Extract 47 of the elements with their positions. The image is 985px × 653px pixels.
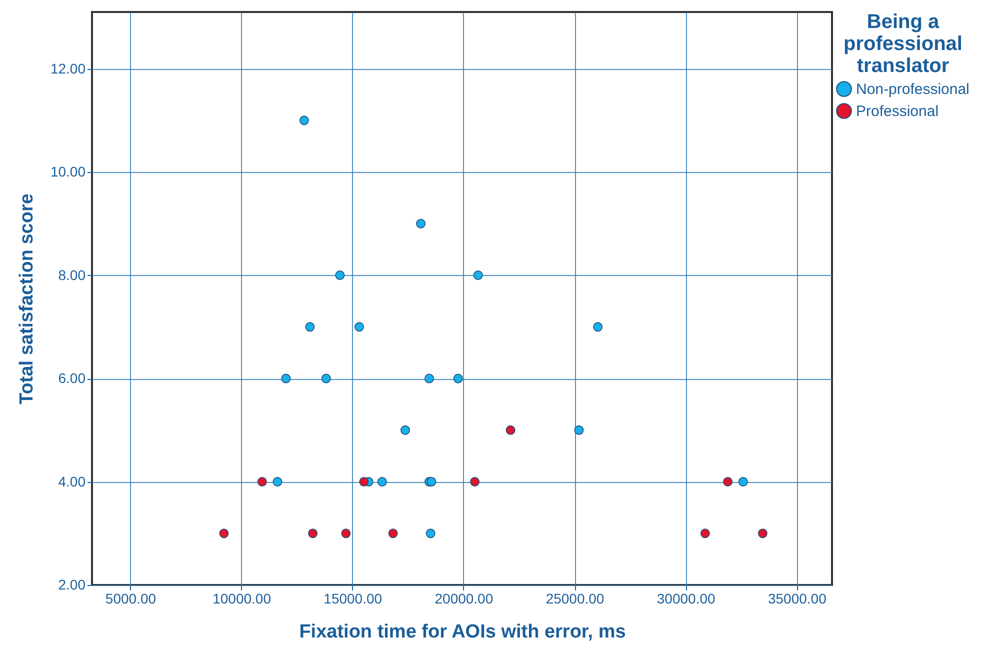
- point: [426, 477, 436, 486]
- point: [400, 425, 410, 435]
- point: [299, 116, 309, 126]
- point: [453, 374, 463, 384]
- point: [593, 322, 603, 332]
- point: [281, 374, 291, 384]
- point: [272, 477, 282, 486]
- point: [335, 270, 345, 280]
- point: [341, 528, 351, 538]
- point: [257, 477, 267, 486]
- legend-title: Being a professional translator: [844, 11, 962, 77]
- y-tick-label: 12.00: [50, 60, 86, 76]
- point: [388, 528, 398, 538]
- y-tick-label: 4.00: [58, 473, 86, 490]
- legend-label: Non-professional: [856, 81, 970, 98]
- y-axis-title: Total satisfaction score: [16, 194, 38, 404]
- point: [308, 528, 318, 538]
- y-tick-label: 6.00: [58, 370, 86, 386]
- point: [359, 477, 369, 486]
- point: [305, 322, 315, 332]
- point: [738, 477, 748, 486]
- point: [506, 425, 516, 435]
- point: [470, 477, 480, 486]
- point: [354, 322, 364, 332]
- x-tick-label: 30000.00: [656, 590, 716, 606]
- point: [473, 270, 483, 280]
- point: [424, 374, 434, 384]
- point: [723, 477, 733, 486]
- x-tick-label: 15000.00: [324, 590, 382, 606]
- point: [574, 425, 584, 435]
- point: [321, 374, 331, 384]
- legend-label: Professional: [856, 103, 939, 120]
- point: [377, 477, 387, 486]
- point: [416, 218, 426, 228]
- x-tick-label: 20000.00: [434, 590, 494, 606]
- point: [426, 528, 436, 538]
- y-tick-label: 2.00: [58, 576, 86, 592]
- x-tick-label: 35000.00: [768, 590, 827, 606]
- point: [219, 528, 229, 538]
- y-tick-label: 8.00: [58, 266, 86, 283]
- x-axis-title: Fixation time for AOIs with error, ms: [299, 622, 626, 642]
- point: [700, 528, 710, 538]
- point: [758, 528, 768, 538]
- x-tick-label: 10000.00: [212, 590, 272, 606]
- y-tick-label: 10.00: [50, 164, 86, 180]
- x-tick-label: 5000.00: [105, 590, 156, 606]
- x-tick-label: 25000.00: [546, 590, 604, 606]
